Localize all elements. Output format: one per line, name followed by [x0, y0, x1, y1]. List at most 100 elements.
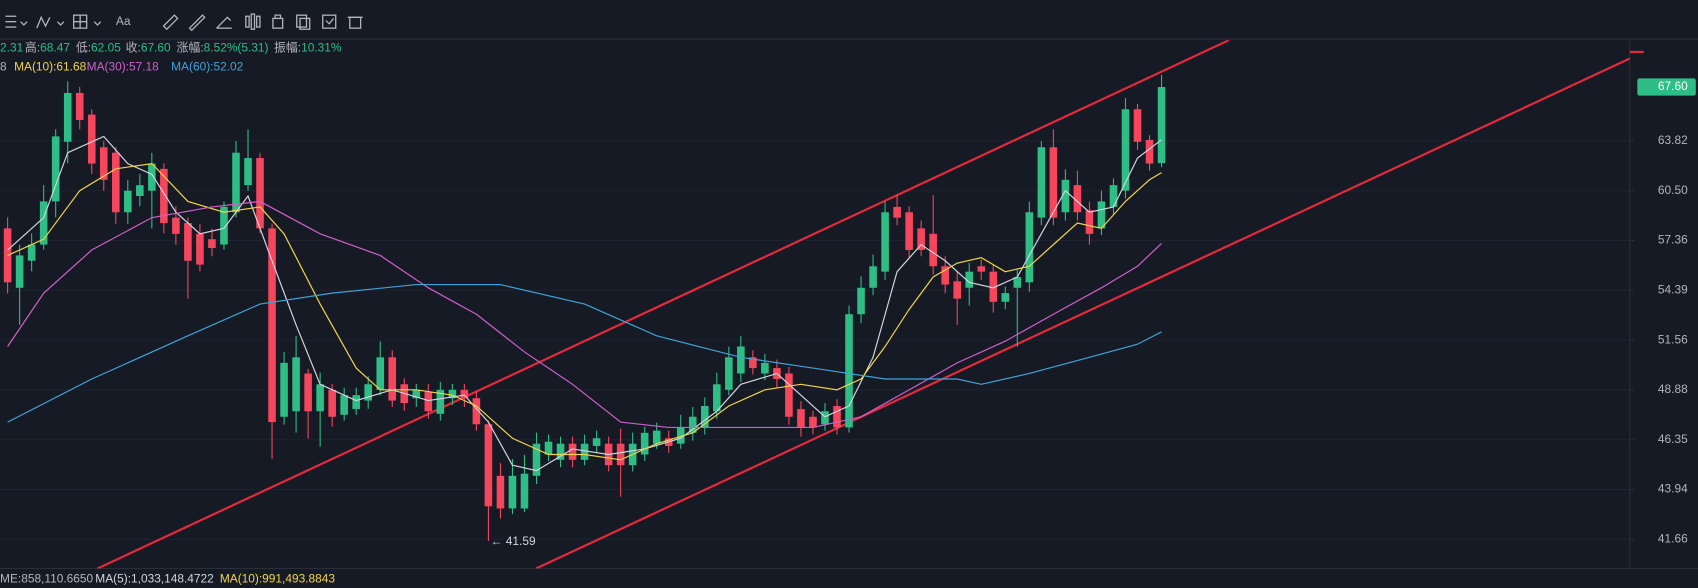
candle-body [1157, 87, 1166, 164]
candle-body [917, 228, 925, 250]
draw-icon[interactable] [162, 14, 232, 32]
ma-legend: 8 [0, 59, 7, 73]
candle-body [965, 271, 974, 288]
candle-body [532, 443, 541, 476]
candle-body [1145, 139, 1154, 164]
candle-body [941, 266, 949, 285]
candle-body [39, 201, 48, 245]
candle-body [244, 158, 252, 186]
candle-body [725, 357, 733, 390]
candle-body [749, 357, 757, 369]
candle-body [448, 389, 457, 399]
candle-body [388, 357, 397, 401]
candle-body [364, 384, 373, 401]
candle-body [1025, 212, 1034, 283]
candle-body [1073, 185, 1082, 213]
candle-body [977, 266, 986, 272]
candle-body [256, 158, 264, 229]
y-tick-label: 51.56 [1658, 332, 1688, 346]
candle-body [809, 416, 817, 428]
candle-body [136, 185, 144, 196]
ma-line [7, 135, 1162, 472]
y-tick-label: 54.39 [1658, 282, 1688, 296]
ma-legend: MA(60):52.02 [171, 59, 244, 73]
candle-body [484, 424, 493, 507]
candle-body [376, 357, 385, 390]
candle-body [208, 239, 216, 249]
candle-body [75, 92, 84, 120]
ma-line [7, 162, 1162, 461]
info-value: 67.60 [141, 41, 171, 55]
candle-body [352, 395, 360, 410]
candle-body [893, 206, 901, 218]
candle-body [508, 475, 517, 509]
info-label: 振幅: [274, 41, 301, 55]
candle-body [989, 271, 998, 302]
info-value: 8.52%(5.31) [204, 41, 269, 55]
candle-body [460, 389, 469, 399]
candle-body [797, 409, 805, 428]
text-tool[interactable]: Aa [116, 14, 131, 28]
candle-body [268, 228, 276, 423]
y-tick-label: 60.50 [1658, 183, 1688, 197]
ma-legend: MA(10):61.68 [14, 59, 87, 73]
info-value: 68.47 [40, 41, 70, 55]
candle-body [172, 217, 180, 234]
candle-body [304, 373, 312, 412]
candle-body [580, 443, 589, 460]
info-value: 10.31% [301, 41, 342, 55]
candle-body [869, 266, 877, 288]
candle-body [857, 287, 865, 315]
candle-body [1085, 210, 1094, 234]
candle-body [845, 314, 853, 428]
info-item: 2.31 [0, 41, 24, 55]
info-item: 高:68.47 [25, 41, 70, 55]
candle-body [616, 443, 625, 466]
tool-icons[interactable] [245, 13, 363, 30]
candle-body [556, 443, 565, 460]
y-tick-label: 48.88 [1658, 382, 1688, 396]
info-label: 涨幅: [177, 41, 204, 55]
info-value: 2.31 [0, 41, 24, 55]
y-tick-label: 43.94 [1658, 482, 1688, 496]
candle-body [676, 427, 685, 444]
candle-body [953, 281, 962, 299]
candle-body [148, 163, 156, 191]
candle-body [1097, 201, 1106, 229]
candle-body [1049, 147, 1058, 218]
chart-type-icon[interactable] [36, 15, 65, 29]
candle-body [316, 384, 324, 412]
candle-body [833, 405, 841, 428]
candle-body [232, 152, 240, 213]
candle-body [220, 206, 228, 245]
candle-body [328, 389, 336, 417]
info-value: 62.05 [91, 41, 121, 55]
info-item: 振幅:10.31% [274, 41, 342, 55]
candle-body [160, 168, 168, 224]
candle-body [472, 398, 481, 425]
ma-legend: MA(30):57.18 [87, 59, 160, 73]
volume-legend: MA(5):1,033,148.4722 [95, 571, 214, 585]
info-item: 涨幅:8.52%(5.31) [177, 41, 269, 55]
info-label: 收: [126, 41, 141, 55]
volume-legend: MA(10):991,493.8843 [220, 571, 336, 585]
menu-icon[interactable] [5, 15, 28, 28]
ma-line [7, 200, 1162, 429]
candle-body [27, 244, 36, 261]
candle-body [544, 441, 553, 455]
ma-line [7, 283, 1162, 423]
last-price-tag [1637, 78, 1696, 96]
candle-body [51, 136, 60, 202]
channel-upper [97, 40, 1230, 569]
candle-body [496, 475, 505, 509]
candle-body [99, 147, 108, 180]
candle-body [1037, 147, 1046, 218]
indicator-icon[interactable] [73, 14, 102, 29]
candle-body [340, 395, 348, 415]
candle-body [1133, 109, 1142, 142]
candle-body [713, 384, 721, 412]
candle-body [520, 473, 529, 509]
overlay: 63.82 60.50 57.36 54.39 51.56 48.88 46.35 43.94… [0, 41, 1696, 585]
candle-body [63, 92, 72, 142]
